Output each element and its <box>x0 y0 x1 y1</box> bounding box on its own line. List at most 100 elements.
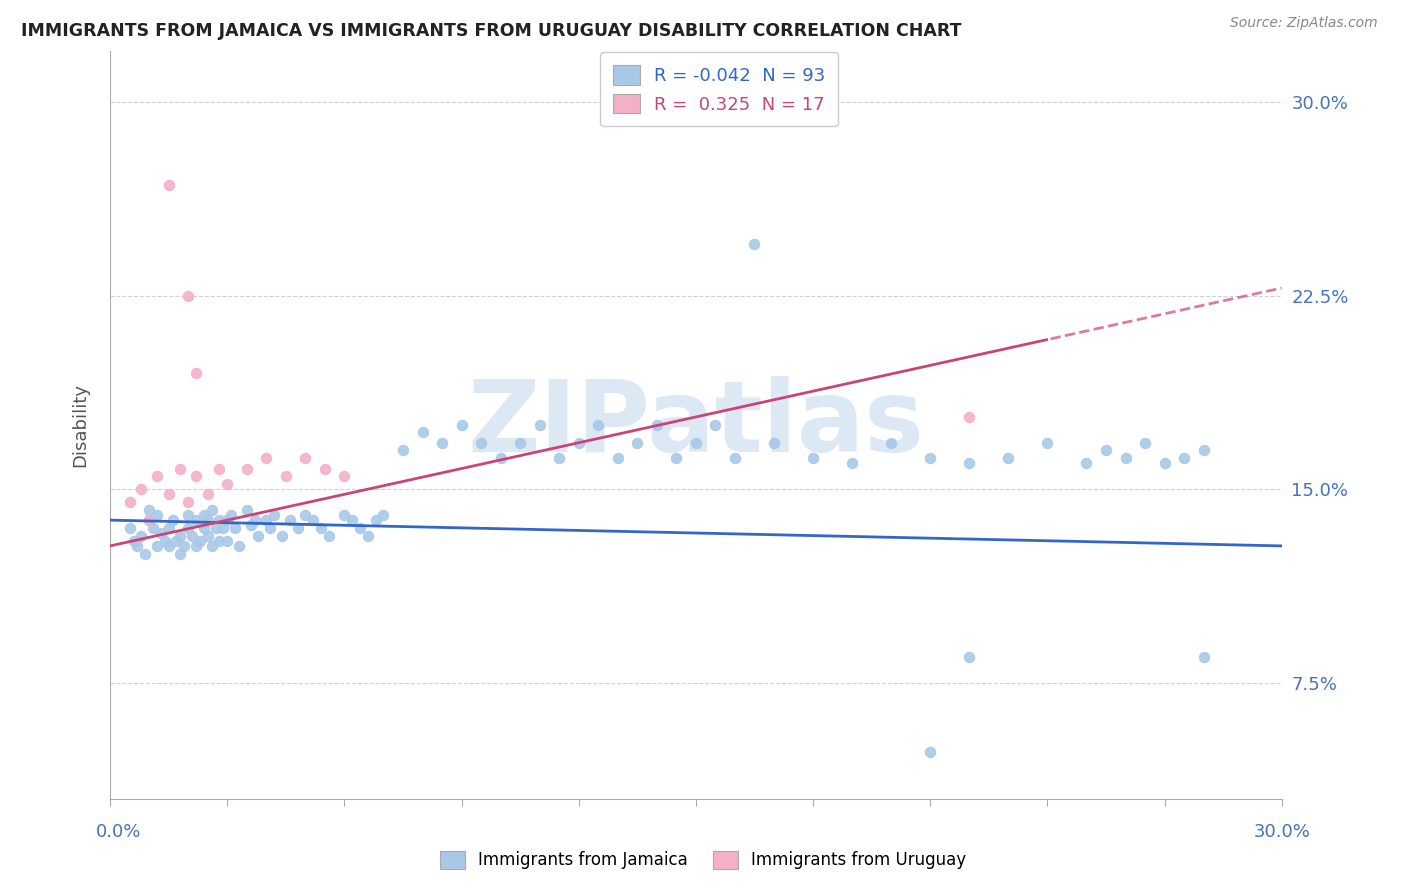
Point <box>430 435 453 450</box>
Point <box>259 521 281 535</box>
Point <box>529 417 551 432</box>
Point <box>193 521 215 535</box>
Point <box>127 539 149 553</box>
Point <box>957 649 980 664</box>
Point <box>193 508 215 522</box>
Point <box>880 435 903 450</box>
Point <box>287 521 309 535</box>
Text: ZIPatlas: ZIPatlas <box>467 376 924 473</box>
Point <box>450 417 472 432</box>
Point <box>173 539 195 553</box>
Point <box>217 477 239 491</box>
Point <box>228 539 250 553</box>
Point <box>685 435 707 450</box>
Point <box>412 425 434 440</box>
Legend: Immigrants from Jamaica, Immigrants from Uruguay: Immigrants from Jamaica, Immigrants from… <box>430 840 976 880</box>
Point <box>162 513 184 527</box>
Point <box>138 513 160 527</box>
Point <box>122 533 145 548</box>
Point <box>169 461 191 475</box>
Text: IMMIGRANTS FROM JAMAICA VS IMMIGRANTS FROM URUGUAY DISABILITY CORRELATION CHART: IMMIGRANTS FROM JAMAICA VS IMMIGRANTS FR… <box>21 22 962 40</box>
Point <box>302 513 325 527</box>
Point <box>645 417 668 432</box>
Point <box>271 528 294 542</box>
Point <box>157 539 180 553</box>
Point <box>470 435 492 450</box>
Point <box>201 539 224 553</box>
Text: 0.0%: 0.0% <box>96 822 141 840</box>
Point <box>224 521 246 535</box>
Text: Source: ZipAtlas.com: Source: ZipAtlas.com <box>1230 16 1378 30</box>
Point <box>204 521 226 535</box>
Point <box>157 521 180 535</box>
Point <box>188 533 211 548</box>
Point <box>184 469 207 483</box>
Point <box>665 451 688 466</box>
Point <box>131 528 153 542</box>
Point <box>197 487 219 501</box>
Point <box>1076 456 1098 470</box>
Point <box>208 533 231 548</box>
Point <box>157 178 180 192</box>
Point <box>208 513 231 527</box>
Point <box>254 451 277 466</box>
Point <box>153 533 176 548</box>
Point <box>146 469 169 483</box>
Point <box>744 237 766 252</box>
Point <box>134 547 156 561</box>
Point <box>349 521 371 535</box>
Point <box>1133 435 1156 450</box>
Point <box>181 528 204 542</box>
Point <box>219 508 242 522</box>
Point <box>294 451 316 466</box>
Point <box>131 482 153 496</box>
Point <box>997 451 1019 466</box>
Point <box>294 508 316 522</box>
Point <box>364 513 387 527</box>
Point <box>212 521 235 535</box>
Point <box>626 435 648 450</box>
Point <box>169 547 191 561</box>
Point <box>166 533 188 548</box>
Point <box>1192 649 1215 664</box>
Point <box>239 518 262 533</box>
Point <box>149 526 172 541</box>
Point <box>588 417 610 432</box>
Point <box>333 469 356 483</box>
Point <box>1173 451 1195 466</box>
Point <box>217 513 239 527</box>
Point <box>197 513 219 527</box>
Point <box>724 451 747 466</box>
Point <box>1192 443 1215 458</box>
Text: 30.0%: 30.0% <box>1254 822 1310 840</box>
Point <box>138 503 160 517</box>
Point <box>138 513 160 527</box>
Point <box>392 443 415 458</box>
Point <box>201 503 224 517</box>
Point <box>118 521 141 535</box>
Point <box>1114 451 1136 466</box>
Point <box>146 539 169 553</box>
Point <box>318 528 340 542</box>
Point <box>920 451 942 466</box>
Point <box>509 435 531 450</box>
Point <box>236 461 259 475</box>
Point <box>357 528 380 542</box>
Point <box>177 508 200 522</box>
Point <box>177 289 200 303</box>
Point <box>704 417 727 432</box>
Point <box>1036 435 1059 450</box>
Point <box>763 435 786 450</box>
Point <box>314 461 336 475</box>
Point <box>236 503 259 517</box>
Point <box>548 451 571 466</box>
Point <box>142 521 165 535</box>
Point <box>920 745 942 759</box>
Point <box>342 513 364 527</box>
Point <box>254 513 277 527</box>
Point <box>177 521 200 535</box>
Point <box>274 469 297 483</box>
Point <box>489 451 512 466</box>
Point <box>157 487 180 501</box>
Point <box>333 508 356 522</box>
